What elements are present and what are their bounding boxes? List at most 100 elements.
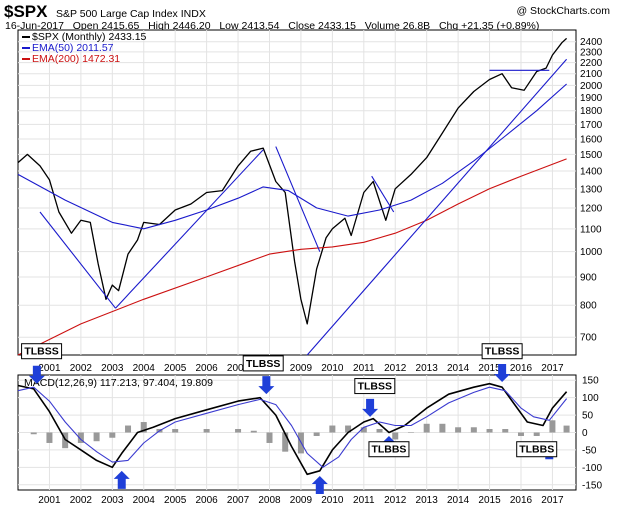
price-y-tick-label: 1200 bbox=[580, 203, 603, 214]
price-y-tick-label: 900 bbox=[580, 272, 597, 283]
annotation-box bbox=[368, 441, 410, 458]
quote-date: 16-Jun-2017 bbox=[5, 20, 64, 32]
macd-y-tick-label: 50 bbox=[582, 411, 594, 422]
chart-title-name: S&P 500 Large Cap Index INDX bbox=[56, 8, 206, 20]
macd-x-tick-label: 2001 bbox=[38, 495, 61, 506]
macd-histogram-bar bbox=[235, 429, 242, 433]
macd-histogram-bar bbox=[125, 425, 132, 433]
macd-histogram-bar bbox=[549, 420, 556, 433]
macd-x-tick-label: 2002 bbox=[70, 495, 93, 506]
macd-histogram-bar bbox=[360, 427, 367, 433]
macd-histogram-bar bbox=[376, 429, 383, 433]
annotation-box bbox=[516, 441, 558, 458]
macd-histogram-bar bbox=[46, 432, 53, 443]
macd-histogram-bar bbox=[345, 425, 352, 433]
macd-histogram-bar bbox=[470, 427, 477, 433]
price-y-tick-label: 1400 bbox=[580, 166, 603, 177]
arrow-down-icon bbox=[258, 376, 275, 395]
macd-histogram-bar bbox=[486, 429, 493, 433]
price-x-tick-label: 2017 bbox=[541, 363, 564, 374]
price-y-tick-label: 1100 bbox=[580, 224, 602, 235]
macd-x-tick-label: 2015 bbox=[478, 495, 501, 506]
close-value: 2433.15 bbox=[318, 20, 357, 32]
macd-x-tick-label: 2008 bbox=[258, 495, 281, 506]
macd-histogram-bar bbox=[502, 429, 509, 433]
price-x-tick-label: 2012 bbox=[384, 363, 407, 374]
price-y-tick-label: 700 bbox=[580, 333, 597, 344]
annotation-label: TLBSS bbox=[246, 358, 280, 370]
price-x-tick-label: 2011 bbox=[353, 363, 375, 374]
exchange-label: INDX bbox=[180, 8, 206, 20]
price-y-tick-label: 2400 bbox=[580, 37, 603, 48]
ema200-line bbox=[17, 158, 567, 356]
high-value: 2446.20 bbox=[172, 20, 211, 32]
price-y-tick-label: 800 bbox=[580, 301, 597, 312]
ema50-line bbox=[17, 83, 567, 230]
annotation-label: TLBSS bbox=[358, 381, 392, 393]
signal-line bbox=[17, 386, 568, 468]
macd-histogram-bar bbox=[266, 432, 273, 443]
price-x-tick-label: 2005 bbox=[164, 363, 187, 374]
ohlc-line: 16-Jun-2017 Open 2415.65 High 2446.20 Lo… bbox=[5, 20, 540, 32]
macd-x-tick-label: 2004 bbox=[133, 495, 156, 506]
macd-x-tick-label: 2005 bbox=[164, 495, 187, 506]
macd-x-tick-label: 2012 bbox=[384, 495, 407, 506]
macd-histogram-bar bbox=[203, 429, 210, 433]
trendline bbox=[306, 58, 568, 356]
price-x-tick-label: 2015 bbox=[478, 363, 501, 374]
arrow-down-icon bbox=[494, 363, 511, 382]
open-value: 2415.65 bbox=[101, 20, 140, 32]
macd-y-tick-label: 100 bbox=[582, 393, 599, 404]
annotation-label: TLBBS bbox=[519, 444, 554, 456]
price-y-tick-label: 1700 bbox=[580, 120, 603, 131]
price-y-tick-label: 1300 bbox=[580, 184, 603, 195]
macd-y-tick-label: -150 bbox=[582, 480, 602, 491]
macd-histogram-bar bbox=[109, 432, 116, 438]
annotation-box bbox=[481, 343, 523, 360]
price-x-tick-label: 2004 bbox=[133, 363, 156, 374]
macd-histogram-bar bbox=[30, 432, 37, 435]
macd-y-tick-label: -100 bbox=[582, 463, 602, 474]
macd-x-tick-label: 2011 bbox=[353, 495, 375, 506]
macd-histogram-bar bbox=[533, 432, 540, 436]
price-y-tick-label: 1800 bbox=[580, 106, 603, 117]
price-x-tick-label: 2009 bbox=[290, 363, 313, 374]
macd-x-tick-label: 2009 bbox=[290, 495, 313, 506]
chart-title-symbol: $SPX bbox=[4, 2, 48, 21]
arrow-down-icon bbox=[28, 365, 45, 384]
trendline bbox=[115, 149, 264, 309]
price-y-tick-label: 2200 bbox=[580, 58, 603, 69]
low-value: 2413.54 bbox=[241, 20, 280, 32]
trendline bbox=[371, 175, 395, 213]
price-y-tick-label: 1600 bbox=[580, 134, 603, 145]
price-x-tick-label: 2007 bbox=[227, 363, 250, 374]
macd-x-tick-label: 2017 bbox=[541, 495, 564, 506]
price-x-tick-label: 2006 bbox=[195, 363, 218, 374]
annotation-box bbox=[21, 343, 63, 360]
price-x-tick-label: 2001 bbox=[38, 363, 61, 374]
macd-histogram-bar bbox=[563, 425, 570, 433]
arrow-down-icon bbox=[362, 398, 379, 417]
legend-ema50: EMA(50) 2011.57 bbox=[32, 42, 114, 54]
macd-histogram-bar bbox=[250, 430, 257, 433]
legend-ema200: EMA(200) 1472.31 bbox=[32, 53, 120, 65]
macd-histogram-bar bbox=[329, 425, 336, 433]
macd-x-tick-label: 2007 bbox=[227, 495, 250, 506]
legend-price: $SPX (Monthly) 2433.15 bbox=[32, 31, 147, 43]
macd-x-tick-label: 2014 bbox=[447, 495, 470, 506]
macd-histogram-bar bbox=[313, 432, 320, 436]
price-y-tick-label: 1000 bbox=[580, 247, 603, 258]
macd-histogram-bar bbox=[455, 427, 462, 433]
annotation-label: TLBSS bbox=[24, 346, 58, 358]
macd-histogram-bar bbox=[439, 423, 446, 433]
annotation-label: TLBBS bbox=[371, 444, 406, 456]
macd-histogram-bar bbox=[282, 432, 289, 452]
macd-histogram-bar bbox=[407, 432, 414, 433]
index-name: S&P 500 Large Cap Index bbox=[56, 8, 178, 20]
arrow-up-icon bbox=[311, 476, 328, 495]
macd-histogram-bar bbox=[517, 432, 524, 436]
macd-x-tick-label: 2010 bbox=[321, 495, 344, 506]
macd-histogram-bar bbox=[392, 432, 399, 440]
price-x-tick-label: 2010 bbox=[321, 363, 344, 374]
